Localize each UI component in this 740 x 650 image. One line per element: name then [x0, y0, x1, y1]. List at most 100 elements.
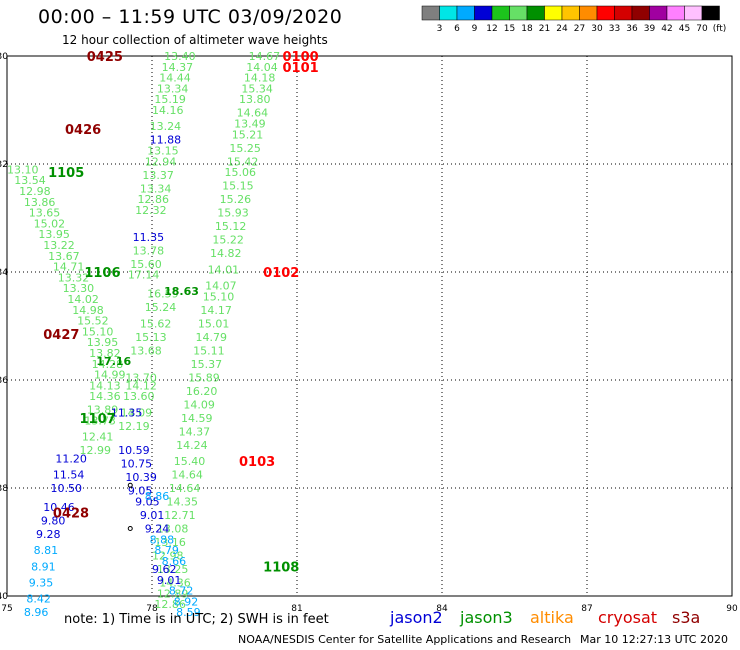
- credit: NOAA/NESDIS Center for Satellite Applica…: [238, 633, 572, 646]
- colorbar-swatch: [579, 5, 598, 21]
- wave-height-value: 10.75: [121, 458, 153, 471]
- wave-height-value: 15.60: [130, 258, 162, 271]
- colorbar-label: 3: [437, 24, 443, 34]
- wave-height-value: 11.88: [150, 134, 182, 147]
- wave-height-value: 12.86: [138, 193, 170, 206]
- wave-height-value: 13.95: [87, 336, 119, 349]
- colorbar-label: 70: [696, 24, 708, 34]
- legend-altika: altika: [530, 608, 574, 627]
- colorbar-label: 18: [521, 24, 533, 34]
- position-marker: [127, 526, 133, 531]
- wave-height-value: 14.28: [92, 358, 124, 371]
- wave-height-value: 13.86: [24, 196, 55, 209]
- wave-height-value: 10.46: [43, 501, 75, 514]
- wave-height-value: 13.37: [142, 169, 174, 182]
- wave-height-value: 13.68: [130, 344, 162, 357]
- wave-height-value: 14.64: [171, 469, 203, 482]
- plot-frame: [6, 55, 733, 597]
- wave-height-value: 14.67: [249, 50, 281, 63]
- wave-height-value: 14.07: [205, 280, 237, 293]
- wave-height-points: 13.4014.3714.4413.3415.1914.1613.2413.15…: [7, 50, 280, 619]
- x-tick-label: 90: [726, 604, 738, 614]
- pass-label: 0427: [43, 328, 79, 343]
- wave-height-value: 15.26: [220, 193, 252, 206]
- wave-height-value: 14.16: [152, 104, 184, 117]
- wave-height-value: 9.05: [135, 496, 160, 509]
- pass-label: 1105: [48, 166, 84, 181]
- colorbar-swatch: [526, 5, 545, 21]
- wave-height-value: 10.59: [118, 444, 149, 457]
- wave-height-value: 8.59: [176, 606, 201, 619]
- wave-height-value: 15.06: [225, 166, 257, 179]
- colorbar-label: 39: [644, 24, 656, 34]
- wave-height-value: 9.01: [157, 574, 182, 587]
- pass-label: 1106: [84, 266, 120, 281]
- colorbar-label: 36: [626, 24, 638, 34]
- wave-height-value: 14.36: [89, 390, 121, 403]
- wave-height-value: 13.40: [164, 50, 196, 63]
- wave-height-value: 8.79: [154, 544, 179, 557]
- colorbar-swatch: [474, 5, 493, 21]
- wave-height-value: 8.86: [145, 490, 170, 503]
- colorbar-label: 6: [454, 24, 460, 34]
- colorbar-swatch: [544, 5, 563, 21]
- wave-height-value: 9.62: [152, 563, 177, 576]
- wave-height-value: 14.18: [244, 72, 275, 85]
- colorbar-label: 24: [556, 24, 568, 34]
- wave-height-value: 13.16: [154, 536, 186, 549]
- wave-height-value: 12.19: [118, 420, 149, 433]
- legend-jason3: jason3: [460, 608, 513, 627]
- wave-height-value: 13.15: [147, 145, 179, 158]
- colorbar-swatch: [421, 5, 440, 21]
- wave-height-value: 15.89: [188, 371, 220, 384]
- wave-height-value: 9.05: [128, 485, 153, 498]
- wave-height-value: 14.64: [169, 482, 201, 495]
- wave-height-value: 15.10: [82, 325, 114, 338]
- x-tick-labels: 75 78 81 84 87 90: [1, 604, 738, 614]
- wave-height-value: 15.37: [191, 358, 223, 371]
- wave-height-value: 14.12: [125, 379, 156, 392]
- wave-height-value: 9.24: [145, 523, 170, 536]
- colorbar-label: 33: [609, 24, 620, 34]
- wave-height-value: 15.01: [198, 317, 230, 330]
- wave-height-value: 12.41: [82, 431, 114, 444]
- colorbar-label: 27: [574, 24, 585, 34]
- colorbar-label: 42: [661, 24, 672, 34]
- wave-height-value: 15.40: [174, 455, 206, 468]
- wave-height-value: 13.89: [87, 404, 119, 417]
- wave-height-value: 12.71: [164, 509, 196, 522]
- wave-height-value: 14.99: [94, 369, 126, 382]
- y-tick-label: -38: [0, 484, 8, 494]
- wave-height-value: 14.17: [200, 304, 232, 317]
- y-tick-label: -40: [0, 592, 8, 602]
- y-tick-label: -32: [0, 160, 8, 170]
- wave-height-value: 15.21: [232, 128, 264, 141]
- footer-note: note: 1) Time is in UTC; 2) SWH is in fe…: [64, 612, 329, 627]
- wave-height-value: 15.25: [229, 142, 260, 155]
- wave-height-value: 8.96: [24, 606, 48, 619]
- wave-height-value: 13.60: [123, 390, 155, 403]
- wave-height-value: 13.65: [29, 207, 61, 220]
- colorbar-swatch: [509, 5, 528, 21]
- colorbar-swatch: [684, 5, 703, 21]
- wave-height-value: 13.95: [38, 228, 70, 241]
- wave-height-value: 14.04: [246, 61, 278, 74]
- wave-height-value: 8.42: [26, 593, 51, 606]
- wave-height-value: 12.98: [19, 185, 51, 198]
- wave-height-value: 9.80: [41, 514, 65, 527]
- wave-height-value: 8.88: [150, 533, 175, 546]
- wave-height-value: 14.09: [121, 406, 153, 419]
- colorbar-swatch: [456, 5, 475, 21]
- wave-height-value: 13.80: [239, 93, 271, 106]
- wave-height-value: 15.11: [193, 344, 225, 357]
- position-marker: [127, 482, 133, 488]
- pass-label: 0425: [87, 50, 123, 65]
- wave-height-value: 13.10: [7, 163, 39, 176]
- x-tick-label: 84: [436, 604, 448, 614]
- x-tick-label: 78: [146, 604, 158, 614]
- pass-label: 0100: [283, 50, 319, 65]
- wave-height-value: 15.12: [215, 220, 247, 233]
- colorbar-label: 21: [539, 24, 550, 34]
